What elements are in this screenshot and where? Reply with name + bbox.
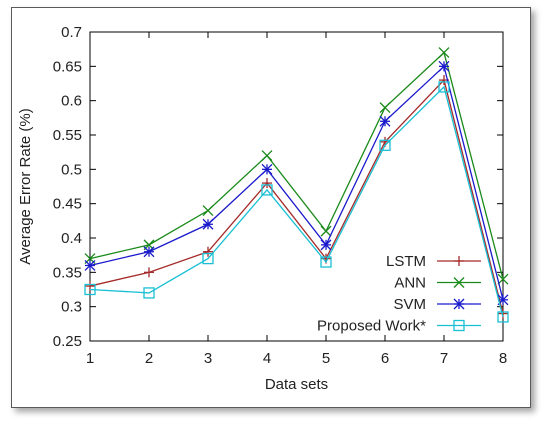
data-point [497,311,509,323]
axes [89,31,504,342]
series-svm [84,60,509,306]
data-point [379,139,391,151]
legend-swatch-marker [453,277,465,288]
legend-label: LSTM [386,253,426,270]
y-tick-label: 0.35 [53,264,82,281]
data-point [438,81,450,93]
legend-label: ANN [394,275,426,292]
data-point [261,184,273,196]
data-point [497,273,509,285]
x-tick-label: 1 [86,350,94,367]
data-point [202,205,214,216]
legend-label: SVM [393,296,426,313]
data-point [261,150,273,162]
data-point [320,239,332,251]
data-point [379,115,391,127]
plot-area-border [89,31,504,342]
tick-labels: 0.25 0.3 0.35 0.4 0.45 0.5 0.55 0.6 0.65 0.7 1 2 3 4 5… [53,24,507,367]
data-point [143,287,155,299]
series-line [89,51,504,280]
y-tick-label: 0.5 [61,161,82,178]
x-tick-label: 5 [322,350,330,367]
y-tick-label: 0.55 [53,127,82,144]
x-tick-label: 4 [263,350,271,367]
data-point [438,60,450,72]
series-group [84,47,509,323]
y-tick-label: 0.6 [61,93,82,110]
series-line [89,65,504,300]
x-tick-label: 7 [440,350,448,367]
data-point [320,225,332,237]
x-tick-label: 6 [381,350,389,367]
legend: LSTM ANN SVM Proposed Work* [317,253,481,335]
legend-label: Proposed Work* [317,318,426,335]
y-tick-label: 0.65 [53,58,82,75]
y-tick-label: 0.3 [61,299,82,316]
data-point [261,163,273,175]
y-tick-label: 0.7 [61,24,82,41]
data-point [84,260,96,271]
series-proposed-work [84,81,509,323]
x-tick-label: 2 [145,350,153,367]
x-axis-label: Data sets [265,376,328,393]
data-point [143,246,155,258]
data-point [320,256,332,268]
data-point [438,47,450,59]
x-tick-label: 8 [499,350,507,367]
data-point [379,102,391,113]
y-tick-label: 0.45 [53,196,82,213]
series-line [89,85,504,318]
x-tick-label: 3 [204,350,212,367]
series-line [89,78,504,314]
y-tick-label: 0.25 [53,333,82,350]
data-point [84,283,96,296]
y-tick-label: 0.4 [61,230,82,247]
legend-swatch-marker [453,298,465,310]
data-point [202,252,214,265]
data-point [202,218,214,230]
legend-swatch-marker [453,319,465,332]
y-axis-label: Average Error Rate (%) [17,108,34,264]
